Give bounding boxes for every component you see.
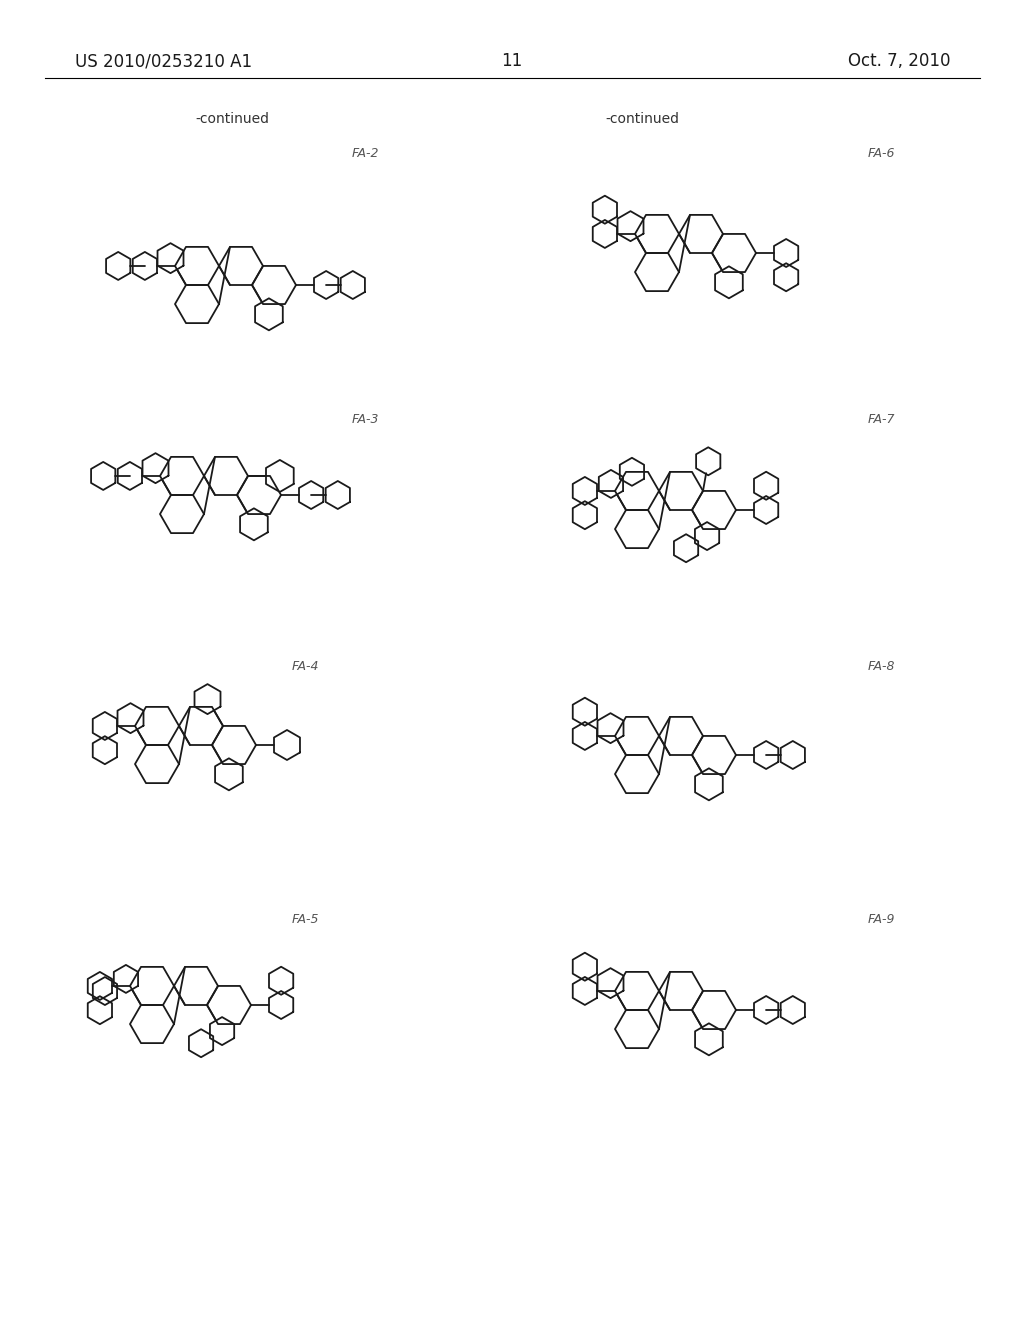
- Text: -continued: -continued: [605, 112, 679, 125]
- Text: FA-6: FA-6: [868, 147, 896, 160]
- Text: FA-8: FA-8: [868, 660, 896, 673]
- Text: 11: 11: [502, 51, 522, 70]
- Text: FA-2: FA-2: [352, 147, 380, 160]
- Text: US 2010/0253210 A1: US 2010/0253210 A1: [75, 51, 252, 70]
- Text: Oct. 7, 2010: Oct. 7, 2010: [848, 51, 950, 70]
- Text: FA-7: FA-7: [868, 413, 896, 426]
- Text: FA-9: FA-9: [868, 913, 896, 927]
- Text: -continued: -continued: [195, 112, 269, 125]
- Text: FA-5: FA-5: [292, 913, 319, 927]
- Text: FA-4: FA-4: [292, 660, 319, 673]
- Text: FA-3: FA-3: [352, 413, 380, 426]
